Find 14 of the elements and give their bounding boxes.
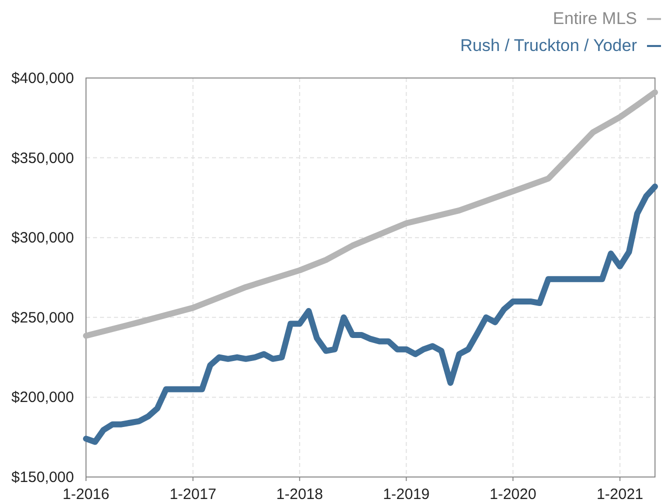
x-tick-label: 1-2016: [62, 486, 110, 503]
y-tick-label: $400,000: [11, 70, 74, 87]
x-tick-label: 1-2019: [382, 486, 430, 503]
y-tick-label: $350,000: [11, 150, 74, 167]
legend-label: Entire MLS: [552, 9, 637, 28]
y-tick-label: $150,000: [11, 469, 74, 486]
y-tick-label: $250,000: [11, 309, 74, 326]
x-tick-label: 1-2017: [170, 486, 216, 503]
x-tick-label: 1-2018: [276, 486, 323, 503]
x-tick-label: 1-2020: [490, 486, 536, 503]
legend-label: Rush / Truckton / Yoder: [460, 36, 638, 55]
y-tick-label: $300,000: [11, 230, 74, 247]
x-tick-label: 1-2021: [596, 486, 644, 503]
y-tick-label: $200,000: [11, 389, 74, 406]
